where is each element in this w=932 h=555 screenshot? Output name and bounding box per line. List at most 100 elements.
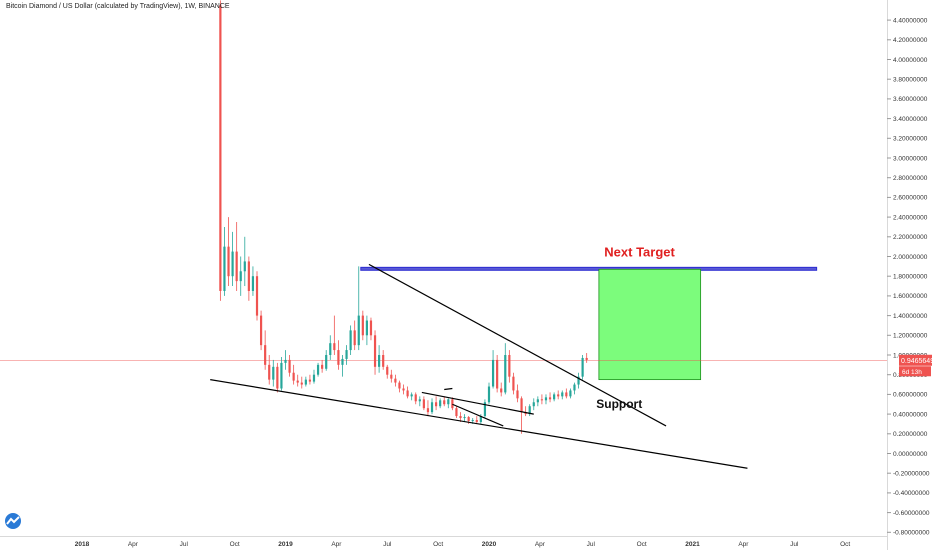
x-tick-label: Jul (587, 541, 596, 548)
candle-body[interactable] (231, 251, 234, 277)
candle-body[interactable] (581, 357, 584, 377)
candle-body[interactable] (337, 350, 340, 365)
candle-body[interactable] (235, 251, 238, 282)
candle-body[interactable] (540, 399, 544, 401)
candle-body[interactable] (361, 315, 364, 336)
candle-body[interactable] (422, 399, 425, 409)
candle-body[interactable] (548, 397, 552, 400)
candle-body[interactable] (487, 386, 491, 403)
candle-body[interactable] (341, 358, 344, 365)
candle-body[interactable] (223, 246, 226, 291)
candle-body[interactable] (349, 330, 352, 351)
target-box[interactable] (598, 268, 702, 381)
candle-body[interactable] (247, 261, 250, 291)
trendline[interactable] (368, 263, 667, 427)
candle-body[interactable] (357, 315, 360, 346)
candle-body[interactable] (496, 359, 499, 389)
candle-body[interactable] (255, 276, 259, 316)
candle-body[interactable] (386, 366, 389, 375)
candle-body[interactable] (532, 402, 535, 407)
candle-body[interactable] (292, 372, 295, 381)
candle-body[interactable] (243, 261, 246, 272)
trendline[interactable] (421, 391, 534, 415)
candle-body[interactable] (276, 366, 279, 389)
candle-body[interactable] (284, 359, 287, 363)
candle-body[interactable] (463, 417, 466, 419)
candle-body[interactable] (321, 364, 324, 369)
candle-body[interactable] (316, 364, 320, 375)
candle-body[interactable] (512, 376, 515, 391)
candle-body[interactable] (219, 5, 222, 291)
candle-body[interactable] (410, 394, 413, 397)
candle-body[interactable] (382, 355, 385, 367)
candle-body[interactable] (553, 394, 556, 400)
candle-body[interactable] (443, 400, 446, 405)
candle-body[interactable] (239, 271, 242, 282)
candle-body[interactable] (528, 406, 531, 415)
candle-body[interactable] (288, 359, 291, 373)
candle-body[interactable] (516, 390, 519, 399)
candle-body[interactable] (504, 355, 507, 393)
candle-body[interactable] (333, 343, 336, 351)
candle-body[interactable] (544, 397, 548, 401)
candle-body[interactable] (280, 362, 283, 389)
candle-body[interactable] (459, 416, 462, 419)
candle-body[interactable] (565, 392, 568, 397)
candle-body[interactable] (475, 420, 478, 422)
candle-body[interactable] (500, 388, 503, 393)
candle-body[interactable] (300, 382, 303, 385)
candle-body[interactable] (308, 379, 312, 382)
candle-body[interactable] (394, 378, 397, 383)
candle-body[interactable] (561, 392, 564, 397)
candle-body[interactable] (329, 343, 332, 355)
candle-body[interactable] (259, 315, 263, 346)
candle-body[interactable] (471, 420, 474, 422)
candle-body[interactable] (353, 330, 356, 346)
candle-body[interactable] (268, 364, 271, 380)
candle-body[interactable] (325, 355, 328, 369)
candle-body[interactable] (406, 390, 409, 397)
candle-body[interactable] (573, 384, 576, 391)
candle-body[interactable] (365, 320, 368, 336)
candle-body[interactable] (447, 399, 450, 405)
tradingview-logo-icon[interactable] (4, 512, 22, 530)
candle-body[interactable] (402, 388, 405, 391)
candle-body[interactable] (439, 400, 442, 407)
candle-body[interactable] (369, 320, 373, 336)
candle-body[interactable] (390, 374, 393, 379)
candle-body[interactable] (414, 394, 417, 402)
candle-body[interactable] (585, 357, 588, 360)
candle-body[interactable] (272, 366, 275, 380)
candle-body[interactable] (577, 376, 580, 385)
candle-body[interactable] (373, 335, 377, 367)
candle-body[interactable] (398, 382, 401, 389)
candle-body[interactable] (418, 399, 421, 402)
candle-body[interactable] (264, 345, 267, 365)
candle-body[interactable] (483, 402, 487, 417)
candle-body[interactable] (345, 350, 348, 359)
candle-body[interactable] (304, 379, 307, 385)
candle-body[interactable] (491, 359, 495, 387)
resistance-band[interactable] (360, 266, 818, 271)
candle-body[interactable] (251, 276, 255, 291)
candle-body[interactable] (508, 355, 511, 377)
candle-body[interactable] (479, 416, 482, 422)
candle-body[interactable] (227, 246, 230, 277)
candle-body[interactable] (455, 408, 458, 417)
candle-body[interactable] (557, 394, 560, 397)
candle-body[interactable] (520, 398, 523, 413)
candle-body[interactable] (467, 417, 470, 421)
candle-body[interactable] (434, 402, 438, 407)
trendline[interactable] (444, 387, 453, 391)
candle-body[interactable] (378, 355, 381, 367)
candle-body[interactable] (426, 408, 430, 413)
candle-body[interactable] (296, 380, 299, 383)
candle-body[interactable] (451, 399, 454, 409)
candle-body[interactable] (430, 402, 434, 413)
candle-body[interactable] (536, 399, 539, 403)
candle-body[interactable] (569, 390, 572, 397)
trendline[interactable] (452, 403, 504, 427)
trendline[interactable] (210, 379, 748, 469)
candle-body[interactable] (312, 374, 316, 382)
